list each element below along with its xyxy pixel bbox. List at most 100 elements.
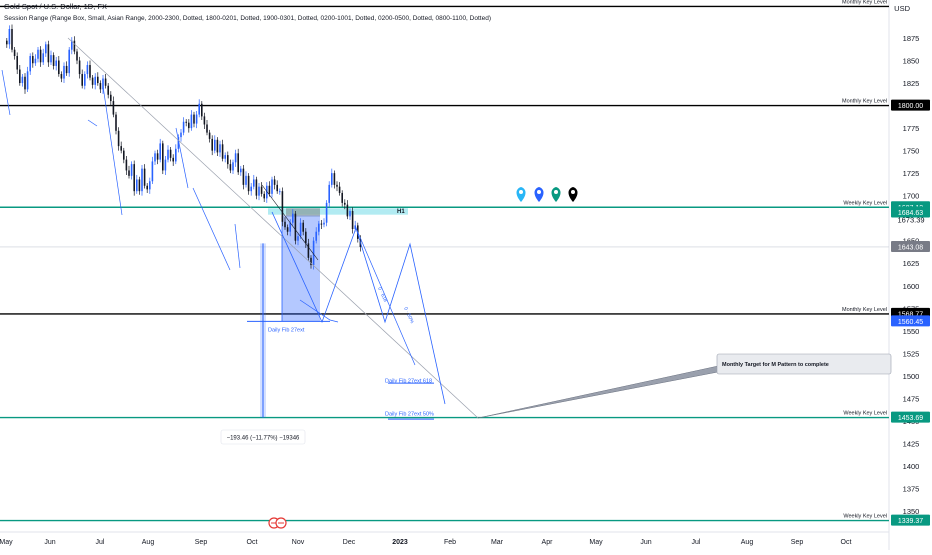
fib-ext-line[interactable] xyxy=(355,227,416,366)
candle-body[interactable] xyxy=(107,85,109,95)
candle-body[interactable] xyxy=(120,146,122,151)
candle-body[interactable] xyxy=(284,221,286,228)
candle-body[interactable] xyxy=(221,144,224,159)
candle-body[interactable] xyxy=(123,150,125,160)
candle-body[interactable] xyxy=(253,179,255,187)
price-badge[interactable] xyxy=(891,240,930,252)
candle-body[interactable] xyxy=(232,162,234,171)
candle-body[interactable] xyxy=(86,65,89,75)
candle-body[interactable] xyxy=(344,202,346,205)
candle-body[interactable] xyxy=(97,76,99,84)
candle-body[interactable] xyxy=(312,240,315,266)
candle-body[interactable] xyxy=(338,186,341,193)
candle-body[interactable] xyxy=(52,55,55,66)
candle-body[interactable] xyxy=(167,149,169,160)
candle-body[interactable] xyxy=(169,149,172,158)
candle-body[interactable] xyxy=(247,175,250,192)
candle-body[interactable] xyxy=(26,71,29,90)
candle-body[interactable] xyxy=(146,185,148,190)
candle-body[interactable] xyxy=(175,148,177,162)
swing-line[interactable] xyxy=(175,127,189,189)
candle-body[interactable] xyxy=(112,101,115,115)
candle-body[interactable] xyxy=(297,236,299,241)
symbol-title[interactable]: Gold Spot / U.S. Dollar, 1D, FX xyxy=(4,2,107,11)
candle-body[interactable] xyxy=(320,223,323,225)
candle-body[interactable] xyxy=(237,153,239,173)
candle-body[interactable] xyxy=(136,179,138,192)
candle-body[interactable] xyxy=(281,191,284,222)
candle-body[interactable] xyxy=(234,153,237,163)
candle-body[interactable] xyxy=(260,186,263,194)
m-pattern-path[interactable] xyxy=(271,211,446,405)
candle-body[interactable] xyxy=(323,222,325,225)
candle-body[interactable] xyxy=(341,192,343,203)
price-badge[interactable] xyxy=(891,315,930,327)
candle-body[interactable] xyxy=(190,114,193,129)
indicator-legend[interactable]: Session Range (Range Box, Small, Asian R… xyxy=(4,15,491,22)
candle-body[interactable] xyxy=(351,210,354,230)
candle-body[interactable] xyxy=(13,49,16,57)
candle-body[interactable] xyxy=(102,78,104,90)
candle-body[interactable] xyxy=(315,231,317,241)
candle-body[interactable] xyxy=(21,76,24,84)
candle-body[interactable] xyxy=(29,56,31,72)
candle-body[interactable] xyxy=(198,103,200,115)
candle-body[interactable] xyxy=(19,69,21,84)
candle-body[interactable] xyxy=(188,122,190,129)
candle-body[interactable] xyxy=(289,222,291,232)
map-pin-icon[interactable] xyxy=(568,187,578,202)
candle-body[interactable] xyxy=(159,143,161,160)
candle-body[interactable] xyxy=(32,56,34,64)
candle-body[interactable] xyxy=(68,49,70,74)
candle-body[interactable] xyxy=(211,138,213,151)
candle-body[interactable] xyxy=(151,161,154,182)
candle-body[interactable] xyxy=(37,49,39,59)
candle-body[interactable] xyxy=(250,186,252,192)
h1-zone[interactable] xyxy=(268,208,408,215)
candle-body[interactable] xyxy=(255,179,258,196)
candle-body[interactable] xyxy=(104,78,107,86)
candle-body[interactable] xyxy=(156,153,159,160)
candle-body[interactable] xyxy=(328,184,330,203)
swing-line[interactable] xyxy=(192,187,231,271)
candle-body[interactable] xyxy=(55,60,57,66)
candle-body[interactable] xyxy=(193,114,195,124)
candle-body[interactable] xyxy=(50,55,52,63)
candle-body[interactable] xyxy=(138,179,141,192)
candle-body[interactable] xyxy=(286,227,289,232)
candle-body[interactable] xyxy=(34,58,37,64)
candle-body[interactable] xyxy=(201,103,203,117)
candle-body[interactable] xyxy=(185,121,187,123)
candle-body[interactable] xyxy=(349,210,351,217)
candle-body[interactable] xyxy=(125,159,128,171)
candle-body[interactable] xyxy=(76,51,78,61)
candle-body[interactable] xyxy=(325,202,328,223)
swing-line[interactable] xyxy=(234,223,241,269)
candle-body[interactable] xyxy=(302,222,304,232)
price-badge[interactable] xyxy=(891,411,930,423)
candle-body[interactable] xyxy=(177,137,180,149)
candle-body[interactable] xyxy=(130,164,133,176)
candle-body[interactable] xyxy=(180,132,182,138)
map-pin-icon[interactable] xyxy=(534,187,544,202)
candle-body[interactable] xyxy=(263,193,265,199)
candle-body[interactable] xyxy=(292,213,294,223)
candle-body[interactable] xyxy=(78,60,81,75)
candle-body[interactable] xyxy=(229,164,232,171)
swing-line[interactable] xyxy=(102,85,123,216)
candle-body[interactable] xyxy=(214,139,216,151)
swing-line[interactable] xyxy=(87,119,98,127)
candle-body[interactable] xyxy=(258,186,260,196)
trendline-short[interactable] xyxy=(261,184,319,261)
candle-body[interactable] xyxy=(273,179,276,185)
candle-body[interactable] xyxy=(333,173,336,185)
candle-body[interactable] xyxy=(94,76,96,85)
swing-line[interactable] xyxy=(1,69,11,116)
candle-body[interactable] xyxy=(6,40,8,45)
candle-body[interactable] xyxy=(11,28,13,50)
candle-body[interactable] xyxy=(227,155,229,165)
candle-body[interactable] xyxy=(115,114,117,131)
candle-body[interactable] xyxy=(117,130,120,147)
